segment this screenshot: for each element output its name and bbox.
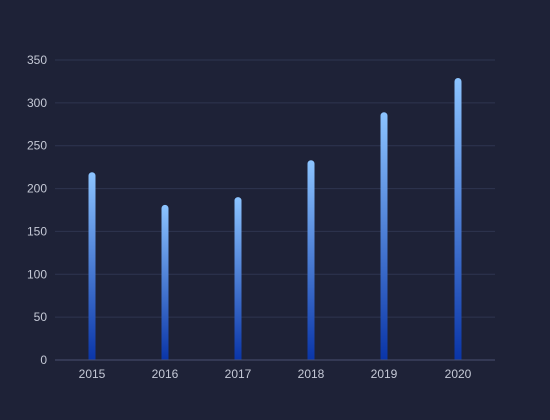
x-axis-ticks: 2015 2016 2017 2018 2019 2020 xyxy=(79,367,472,381)
x-tick-label: 2015 xyxy=(79,367,106,381)
bars xyxy=(88,78,462,360)
y-tick-label: 350 xyxy=(27,53,47,67)
x-tick-label: 2020 xyxy=(445,367,472,381)
bar-2015 xyxy=(88,172,96,360)
x-tick-label: 2016 xyxy=(152,367,179,381)
bar-2020 xyxy=(454,78,462,360)
y-tick-label: 200 xyxy=(27,182,47,196)
y-tick-label: 150 xyxy=(27,224,47,238)
y-tick-label: 300 xyxy=(27,96,47,110)
x-tick-label: 2019 xyxy=(371,367,398,381)
y-tick-label: 50 xyxy=(34,310,48,324)
y-axis-ticks: 0 50 100 150 200 250 300 350 xyxy=(27,53,47,367)
bar-2016 xyxy=(161,204,169,360)
y-tick-label: 0 xyxy=(40,353,47,367)
bar-2018 xyxy=(307,160,315,360)
bar-2019 xyxy=(380,112,388,360)
grid-lines xyxy=(55,59,495,318)
y-tick-label: 100 xyxy=(27,267,47,281)
x-tick-label: 2017 xyxy=(225,367,252,381)
x-tick-label: 2018 xyxy=(298,367,325,381)
y-tick-label: 250 xyxy=(27,139,47,153)
bar-2017 xyxy=(234,197,242,360)
